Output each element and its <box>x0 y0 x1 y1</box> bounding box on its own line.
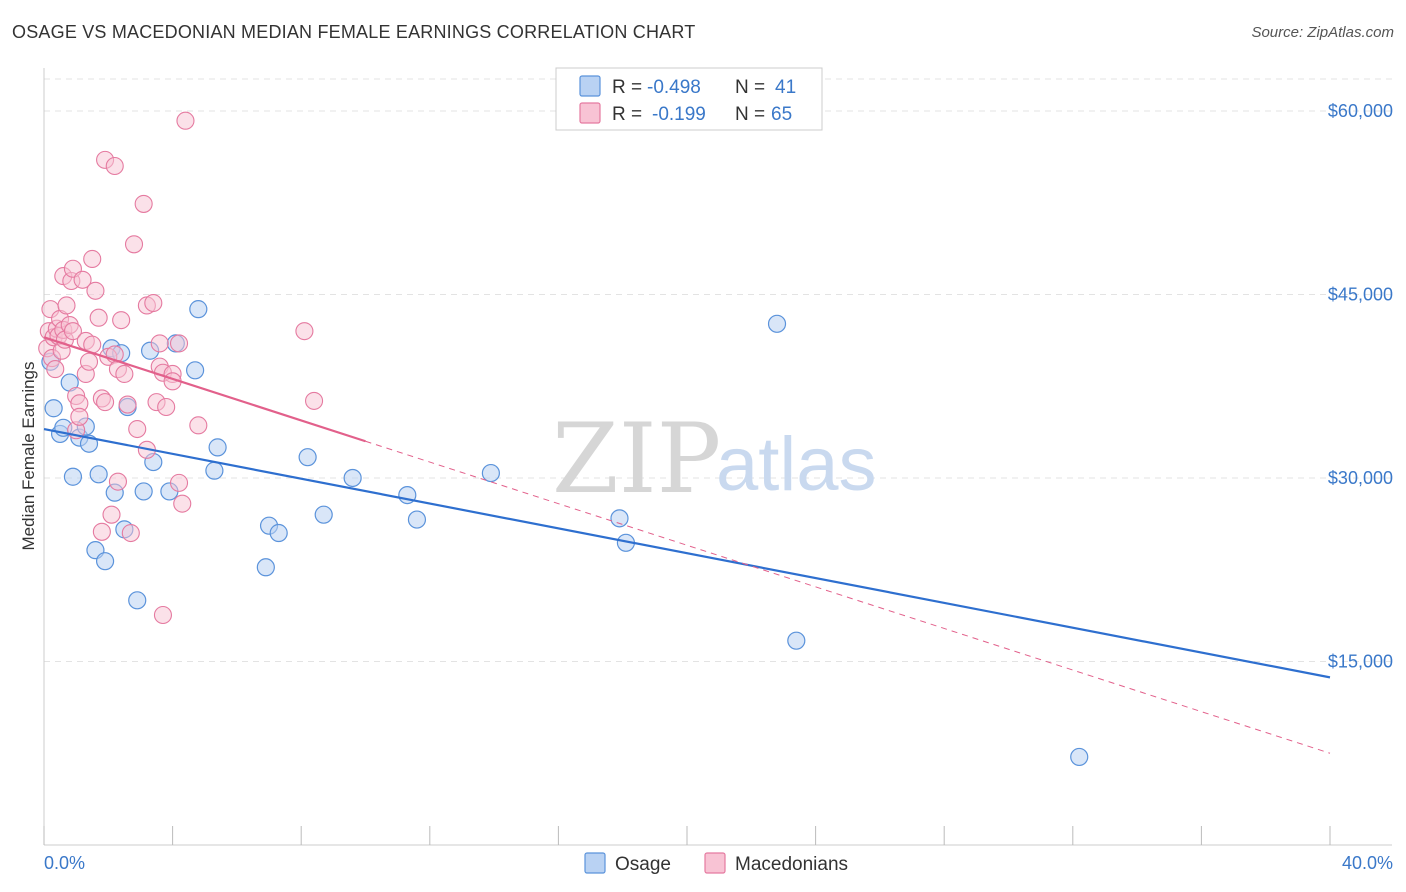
macedonian-trend-extension <box>365 440 1331 754</box>
macedonian-point-36 <box>105 156 124 176</box>
macedonian-trend-line <box>43 336 366 443</box>
watermark-atlas: atlas <box>716 422 877 507</box>
macedonian-point-31 <box>92 522 111 541</box>
x-tick-labels: 0.0% 40.0% <box>44 853 1393 873</box>
macedonian-point-39 <box>108 472 127 491</box>
macedonian-point-58 <box>169 334 189 353</box>
macedonian-point-26 <box>83 249 102 269</box>
y-tick-label-0: $15,000 <box>1328 651 1393 671</box>
bottom-legend-label-osage: Osage <box>615 854 671 875</box>
legend-n-value-osage: 41 <box>775 77 796 98</box>
y-tick-label-2: $45,000 <box>1328 284 1393 304</box>
osage-point-5 <box>63 467 83 486</box>
bottom-legend-swatch-macedonian <box>704 852 726 874</box>
macedonian-point-17 <box>63 322 82 341</box>
source-label: Source: ZipAtlas.com <box>1251 24 1394 41</box>
osage-point-36 <box>610 509 629 528</box>
osage-point-39 <box>787 631 806 650</box>
osage-point-17 <box>128 591 147 610</box>
osage-point-18 <box>134 482 153 501</box>
legend-n-label-macedonian: N = <box>735 104 765 125</box>
osage-point-31 <box>314 505 333 524</box>
legend-r-label-macedonian: R = <box>612 104 642 125</box>
macedonian-point-51 <box>150 334 169 353</box>
macedonian-point-33 <box>96 393 115 412</box>
trend-lines <box>43 336 1331 754</box>
osage-point-24 <box>189 300 208 319</box>
macedonian-point-64 <box>305 391 324 410</box>
osage-trend-line <box>43 427 1331 679</box>
legend-r-value-osage: -0.498 <box>647 77 701 98</box>
osage-point-40 <box>1070 747 1089 767</box>
osage-points <box>41 300 1089 767</box>
y-tick-label-3: $60,000 <box>1328 101 1393 121</box>
macedonian-point-29 <box>89 308 108 327</box>
macedonian-point-60 <box>173 494 192 513</box>
osage-point-38 <box>767 314 787 333</box>
macedonian-point-42 <box>118 395 137 414</box>
osage-point-23 <box>186 361 205 380</box>
x-tick-label-0: 0.0% <box>44 853 85 873</box>
macedonian-point-59 <box>169 473 189 492</box>
legend-swatch-osage <box>579 75 601 97</box>
macedonian-point-21 <box>70 407 89 426</box>
legend-r-label-osage: R = <box>612 77 642 98</box>
macedonian-point-13 <box>57 296 76 315</box>
macedonian-point-54 <box>153 605 173 625</box>
osage-point-1 <box>44 399 63 418</box>
bottom-legend-swatch-osage <box>584 852 606 874</box>
macedonian-point-62 <box>189 416 208 435</box>
macedonian-points <box>38 111 324 625</box>
chart-title: OSAGE VS MACEDONIAN MEDIAN FEMALE EARNIN… <box>12 22 696 42</box>
macedonian-point-40 <box>112 311 131 330</box>
macedonian-point-63 <box>295 322 314 341</box>
osage-point-32 <box>343 468 362 488</box>
bottom-legend-label-macedonian: Macedonians <box>735 854 848 875</box>
osage-point-29 <box>269 523 288 543</box>
macedonian-point-22 <box>73 270 92 289</box>
macedonian-point-5 <box>46 360 65 379</box>
osage-point-10 <box>89 465 108 484</box>
watermark: ZIP atlas <box>552 403 877 515</box>
legend-r-value-macedonian: -0.199 <box>652 104 706 125</box>
osage-point-35 <box>481 463 500 483</box>
legend-n-label-osage: N = <box>735 77 765 98</box>
series-legend: Osage Macedonians <box>584 852 848 875</box>
macedonian-point-61 <box>176 111 195 130</box>
y-axis-label: Median Female Earnings <box>19 362 38 551</box>
legend-n-value-macedonian: 65 <box>771 104 792 125</box>
y-tick-labels: $15,000 $30,000 $45,000 $60,000 <box>1328 101 1393 672</box>
osage-point-34 <box>407 510 427 529</box>
stats-legend: R = -0.498 N = 41 R = -0.199 N = 65 <box>555 67 823 131</box>
x-tick-label-1: 40.0% <box>1342 853 1393 873</box>
y-tick-label-1: $30,000 <box>1328 468 1393 488</box>
osage-point-11 <box>95 552 115 571</box>
macedonian-point-44 <box>124 235 144 254</box>
osage-point-26 <box>208 438 227 457</box>
osage-point-27 <box>256 558 275 577</box>
watermark-zip: ZIP <box>552 403 721 515</box>
axes <box>43 68 1392 846</box>
macedonian-point-49 <box>144 293 163 313</box>
macedonian-point-35 <box>102 505 121 524</box>
macedonian-point-55 <box>157 397 176 417</box>
macedonian-point-46 <box>134 194 153 213</box>
legend-swatch-macedonian <box>579 102 601 124</box>
macedonian-point-25 <box>79 352 99 371</box>
grid-lines <box>44 78 1392 662</box>
osage-point-30 <box>298 448 317 467</box>
macedonian-point-43 <box>121 523 140 543</box>
macedonian-point-28 <box>86 281 105 300</box>
macedonian-point-41 <box>115 364 134 384</box>
macedonian-point-45 <box>128 419 147 439</box>
osage-point-25 <box>205 461 224 480</box>
